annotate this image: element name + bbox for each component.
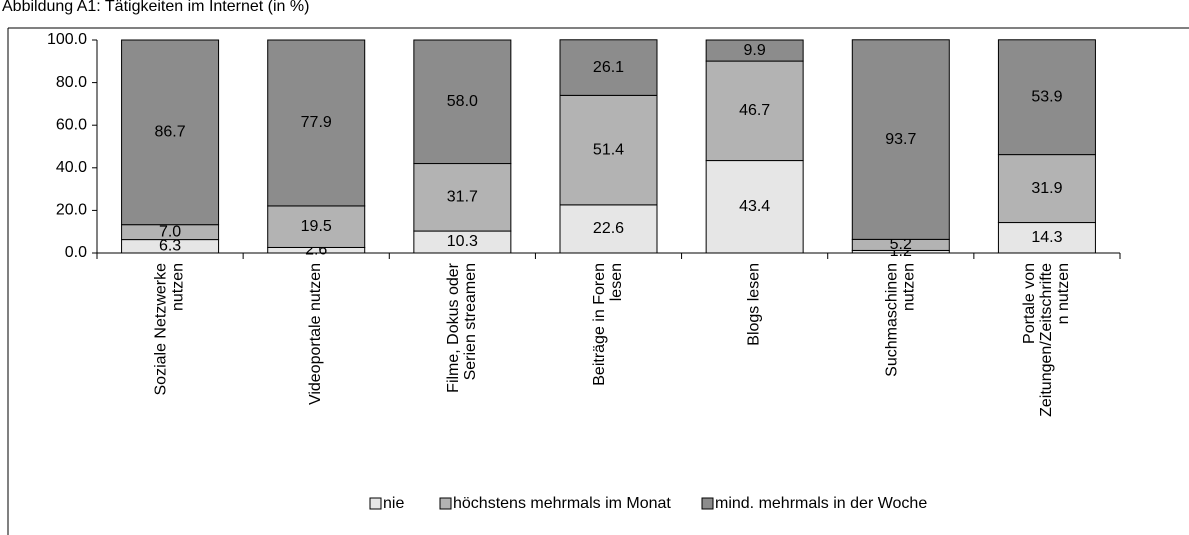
- x-tick-label: Soziale Netzwerkenutzen: [153, 263, 187, 396]
- y-tick-label: 60.0: [56, 116, 87, 133]
- bar-segment: [413, 163, 512, 232]
- y-tick-label: 40.0: [56, 159, 87, 176]
- data-label: 10.3: [447, 233, 478, 250]
- data-label: 86.7: [155, 124, 186, 141]
- bar-segment: [267, 39, 366, 207]
- data-label: 43.4: [739, 198, 770, 215]
- data-label: 5.2: [890, 236, 912, 253]
- bar-segment: [559, 94, 658, 206]
- data-label: 6.3: [159, 238, 181, 255]
- legend-label: höchstens mehrmals im Monat: [453, 495, 671, 512]
- data-label: 51.4: [593, 141, 624, 158]
- bar-segment: [705, 60, 804, 162]
- data-label: 58.0: [447, 93, 478, 110]
- data-label: 77.9: [301, 114, 332, 131]
- x-tick-label: Suchmaschinennutzen: [884, 263, 918, 377]
- bar-segment: [413, 39, 512, 165]
- data-label: 31.9: [1031, 180, 1062, 197]
- y-tick-label: 20.0: [56, 202, 87, 219]
- data-label: 46.7: [739, 102, 770, 119]
- data-label: 9.9: [744, 42, 766, 59]
- bar-segment: [851, 39, 950, 240]
- data-label: 14.3: [1031, 229, 1062, 246]
- bar-segment: [559, 204, 658, 254]
- bar-segment: [997, 222, 1096, 254]
- bar-segment: [705, 160, 804, 254]
- data-label: 19.5: [301, 218, 332, 235]
- chart-title: Abbildung A1: Tätigkeiten im Internet (i…: [2, 0, 309, 15]
- bar-segment: [997, 39, 1096, 156]
- data-label: 93.7: [885, 131, 916, 148]
- y-tick-label: 0.0: [65, 244, 87, 261]
- bar-segment: [121, 39, 220, 226]
- x-tick-label: Blogs lesen: [746, 263, 763, 346]
- legend-label: mind. mehrmals in der Woche: [715, 495, 927, 512]
- bar-segment: [267, 205, 366, 248]
- legend-swatch: [439, 497, 452, 510]
- data-label: 7.0: [159, 223, 181, 240]
- legend-swatch: [369, 497, 382, 510]
- data-label: 22.6: [593, 220, 624, 237]
- bar-segment: [997, 154, 1096, 224]
- y-tick-label: 100.0: [47, 31, 87, 48]
- legend-label: nie: [383, 495, 404, 512]
- data-label: 31.7: [447, 189, 478, 206]
- x-tick-label: Beiträge in Forenlesen: [591, 263, 625, 386]
- y-tick-label: 80.0: [56, 74, 87, 91]
- x-tick-label: Filme, Dokus oderSerien streamen: [445, 262, 479, 392]
- bar-segment: [705, 39, 804, 62]
- x-tick-label: Videoportale nutzen: [307, 263, 324, 405]
- x-tick-label: Portale vonZeitungen/Zeitschriften nutze…: [1021, 263, 1072, 417]
- data-label: 26.1: [593, 59, 624, 76]
- data-label: 53.9: [1031, 88, 1062, 105]
- legend-swatch: [701, 497, 714, 510]
- bar-segment: [559, 39, 658, 96]
